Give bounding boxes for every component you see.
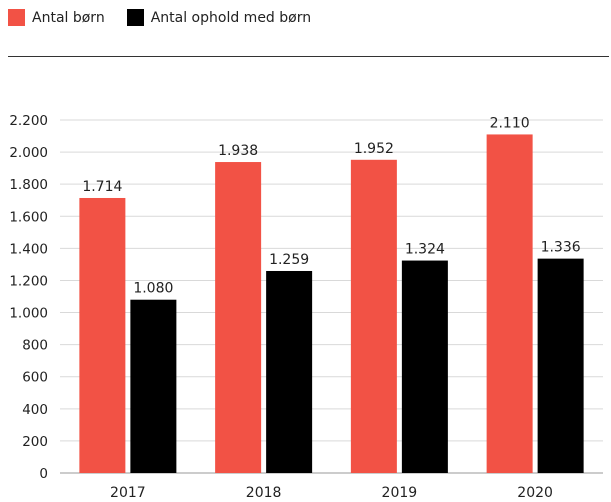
- x-axis: 2017 2018 2019 2020: [110, 485, 553, 501]
- bar-value-label: 1.938: [218, 143, 258, 159]
- bar: [215, 162, 262, 473]
- bar: [130, 299, 177, 473]
- bar-value-label: 1.259: [269, 252, 309, 268]
- y-tick-label: 1.800: [9, 177, 48, 193]
- bar: [350, 159, 397, 473]
- y-tick-label: 1.600: [9, 209, 48, 225]
- y-axis: 0 200 400 600 800 1.000 1.200 1.400 1.600 1.800 2.…: [9, 113, 48, 482]
- bar: [537, 258, 584, 473]
- bar: [79, 197, 126, 474]
- y-tick-label: 1.400: [9, 241, 48, 257]
- x-tick-label: 2017: [110, 485, 146, 501]
- legend-swatch-antal-ophold: [126, 9, 144, 26]
- y-tick-label: 0: [39, 466, 48, 482]
- x-tick-label: 2019: [382, 485, 418, 501]
- y-tick-label: 2.200: [9, 113, 48, 129]
- y-tick-label: 800: [22, 338, 48, 354]
- bar: [401, 260, 448, 473]
- bar: [486, 134, 533, 473]
- y-tick-label: 400: [22, 402, 48, 418]
- y-tick-label: 2.000: [9, 145, 48, 161]
- bar-value-label: 1.080: [133, 281, 173, 297]
- legend-label-antal-born: Antal børn: [32, 9, 105, 26]
- y-tick-label: 1.200: [9, 273, 48, 289]
- bar-value-label: 2.110: [490, 115, 530, 131]
- legend-item-antal-ophold[interactable]: Antal ophold med børn: [126, 9, 312, 26]
- bar-value-label: 1.714: [82, 179, 122, 195]
- y-tick-label: 600: [22, 370, 48, 386]
- legend-swatch-antal-born: [8, 9, 25, 26]
- bars: [79, 134, 584, 474]
- y-tick-label: 200: [22, 434, 48, 450]
- bar-value-label: 1.324: [405, 242, 445, 258]
- legend-item-antal-born[interactable]: Antal børn: [8, 9, 105, 26]
- bar: [266, 270, 313, 473]
- legend-label-antal-ophold: Antal ophold med børn: [150, 9, 312, 26]
- bar-value-labels: 1.714 1.080 1.938 1.259 1.952 1.324 2.110 1.336: [82, 115, 580, 296]
- x-tick-label: 2020: [517, 485, 553, 501]
- legend-divider: [8, 56, 609, 57]
- y-tick-label: 1.000: [9, 306, 48, 322]
- x-tick-label: 2018: [246, 485, 282, 501]
- bar-value-label: 1.336: [541, 240, 581, 256]
- bar-value-label: 1.952: [354, 141, 394, 157]
- chart-legend: Antal børn Antal ophold med børn: [8, 9, 311, 26]
